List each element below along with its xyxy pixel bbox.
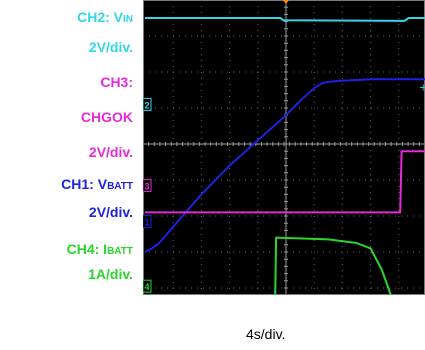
channel-marker-ch4 [142, 279, 152, 293]
oscilloscope-plot: 2 1 3 4 + [142, 0, 425, 343]
channel-marker-label: 1 [144, 217, 149, 227]
ch4-prefix: CH4: I [66, 241, 108, 257]
ch2-sub: IN [123, 14, 133, 25]
channel-marker-label: 2 [144, 100, 149, 110]
ch1-prefix: CH1: V [61, 176, 108, 192]
ch2-prefix: CH2: V [77, 9, 123, 25]
ch3-label-line2: CHGOK [80, 109, 133, 125]
trace-ch3 [145, 150, 425, 214]
ch4-sub: BATT [107, 246, 133, 257]
channel-marker-ch1 [142, 214, 152, 228]
channel-marker-label: 4 [144, 282, 149, 292]
ch2-scale: 2V/div. [88, 39, 133, 55]
ch1-label: CH1: VBATT [61, 176, 133, 195]
ch1-scale: 2V/div. [88, 204, 133, 220]
cursor-marker: + [419, 82, 425, 93]
channel-marker-ch3 [142, 178, 152, 192]
ch1-sub: BATT [107, 181, 133, 192]
timebase-label: 4s/div. [246, 326, 286, 342]
ch4-label: CH4: IBATT [67, 241, 133, 260]
trace-ch2 [145, 17, 425, 22]
trigger-marker [283, 0, 289, 4]
ch4-scale: 1A/div. [88, 266, 133, 282]
ch3-scale: 2V/div. [88, 144, 133, 160]
scope-frame [143, 0, 425, 295]
ch2-label: CH2: VIN [77, 9, 133, 28]
trace-ch1 [144, 78, 425, 253]
channel-marker-label: 3 [144, 181, 149, 191]
oscilloscope-screen: 2 1 3 4 + [142, 0, 425, 343]
channel-marker-ch2 [142, 97, 152, 111]
ch3-label-line1: CH3: [100, 74, 133, 90]
